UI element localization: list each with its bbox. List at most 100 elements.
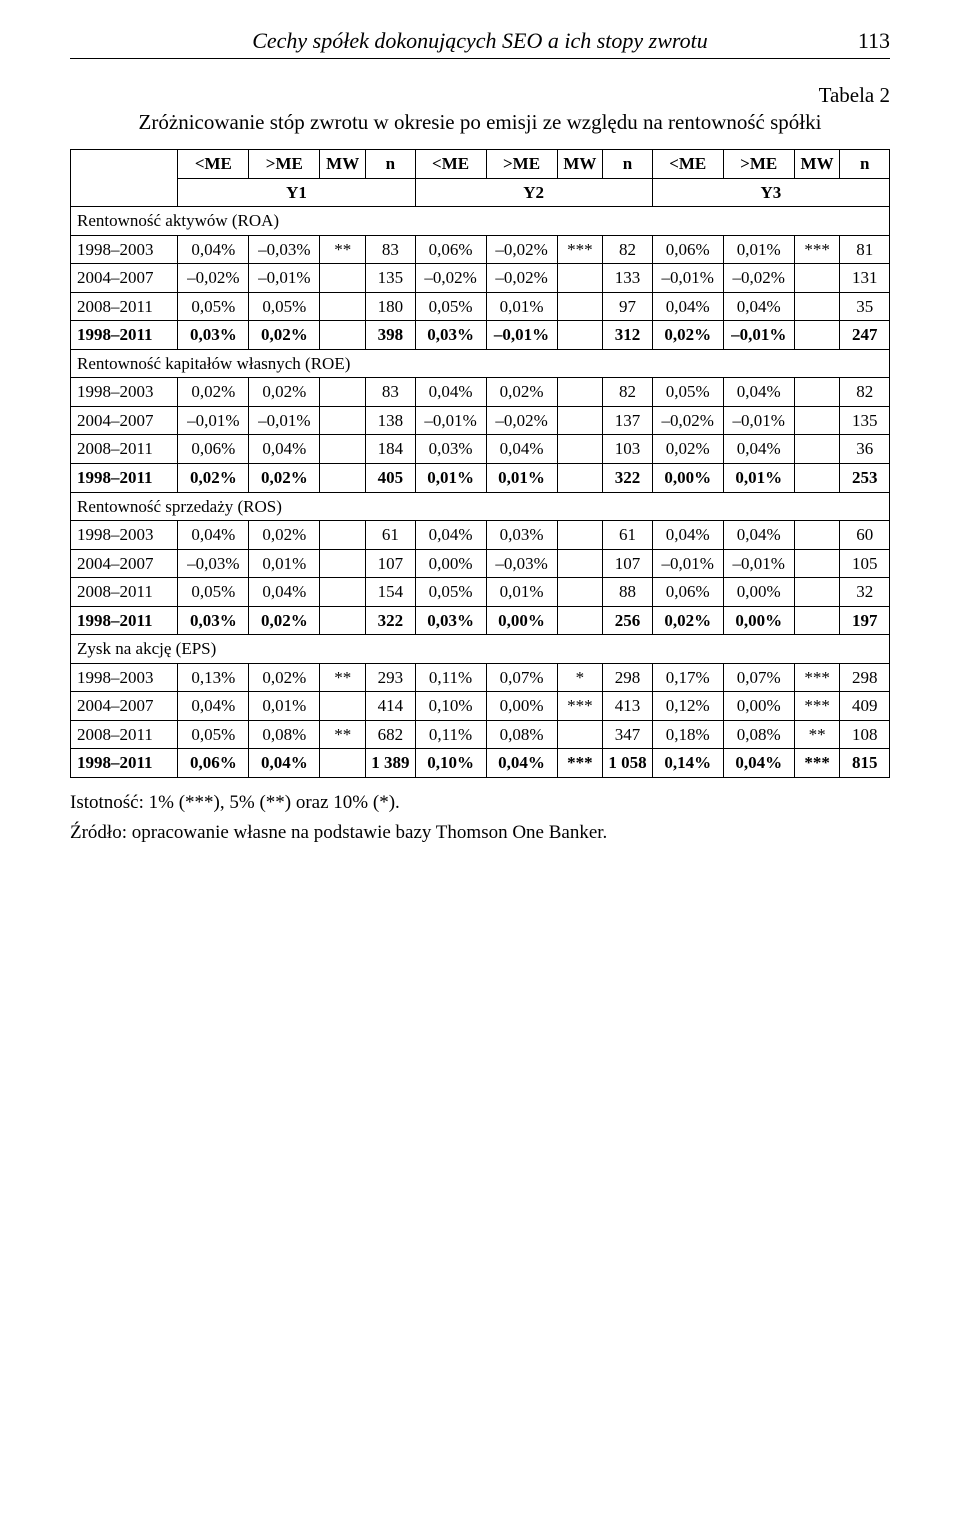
cell-gt3: 0,00% <box>723 578 794 607</box>
cell-gt2: 0,08% <box>486 720 557 749</box>
cell-n1: 180 <box>366 292 416 321</box>
cell-gt2: 0,02% <box>486 378 557 407</box>
cell-gt1: 0,02% <box>249 321 320 350</box>
table-row: 2008–20110,05%0,04%1540,05%0,01%880,06%0… <box>71 578 890 607</box>
cell-mw2: * <box>557 663 603 692</box>
table-row: 2004–20070,04%0,01%4140,10%0,00%***4130,… <box>71 692 890 721</box>
cell-gt1: –0,03% <box>249 235 320 264</box>
cell-gt3: –0,01% <box>723 321 794 350</box>
cell-lt2: 0,04% <box>415 378 486 407</box>
table-row: 1998–20110,06%0,04%1 3890,10%0,04%***1 0… <box>71 749 890 778</box>
cell-gt1: 0,02% <box>249 606 320 635</box>
cell-lt1: 0,04% <box>178 235 249 264</box>
cell-lt3: 0,02% <box>652 321 723 350</box>
cell-lt1: 0,02% <box>178 464 249 493</box>
cell-mw2: *** <box>557 235 603 264</box>
cell-gt1: 0,04% <box>249 578 320 607</box>
table-title: Zróżnicowanie stóp zwrotu w okresie po e… <box>70 110 890 135</box>
significance-footnote: Istotność: 1% (***), 5% (**) oraz 10% (*… <box>70 792 890 814</box>
table-row: 1998–20030,04%–0,03%**830,06%–0,02%***82… <box>71 235 890 264</box>
cell-gt3: 0,00% <box>723 692 794 721</box>
cell-mw3 <box>794 292 840 321</box>
section-title: Zysk na akcję (EPS) <box>71 635 890 664</box>
cell-lt3: 0,04% <box>652 521 723 550</box>
cell-gt1: 0,04% <box>249 435 320 464</box>
cell-gt1: 0,01% <box>249 549 320 578</box>
cell-mw1 <box>320 292 366 321</box>
cell-mw2: *** <box>557 692 603 721</box>
cell-mw1: ** <box>320 663 366 692</box>
cell-lt1: –0,02% <box>178 264 249 293</box>
cell-period: 1998–2003 <box>71 663 178 692</box>
table-row: 2004–2007–0,01%–0,01%138–0,01%–0,02%137–… <box>71 406 890 435</box>
col-y3: Y3 <box>652 178 889 207</box>
cell-gt3: 0,04% <box>723 292 794 321</box>
cell-lt3: 0,06% <box>652 235 723 264</box>
cell-n1: 1 389 <box>366 749 416 778</box>
cell-gt2: –0,02% <box>486 406 557 435</box>
cell-gt3: 0,00% <box>723 606 794 635</box>
col-mw: MW <box>794 150 840 179</box>
cell-lt2: 0,04% <box>415 521 486 550</box>
cell-gt1: 0,04% <box>249 749 320 778</box>
table-row: 1998–20110,03%0,02%3980,03%–0,01%3120,02… <box>71 321 890 350</box>
cell-gt2: 0,04% <box>486 749 557 778</box>
cell-period: 1998–2003 <box>71 378 178 407</box>
cell-lt2: 0,00% <box>415 549 486 578</box>
cell-mw2 <box>557 521 603 550</box>
cell-n3: 32 <box>840 578 890 607</box>
cell-gt3: –0,01% <box>723 549 794 578</box>
section-title: Rentowność aktywów (ROA) <box>71 207 890 236</box>
cell-mw1 <box>320 321 366 350</box>
table-row: 1998–20030,13%0,02%**2930,11%0,07%*2980,… <box>71 663 890 692</box>
cell-mw2: *** <box>557 749 603 778</box>
table-row: 2004–2007–0,02%–0,01%135–0,02%–0,02%133–… <box>71 264 890 293</box>
cell-gt3: –0,01% <box>723 406 794 435</box>
cell-n1: 682 <box>366 720 416 749</box>
cell-mw2 <box>557 578 603 607</box>
cell-gt2: 0,01% <box>486 464 557 493</box>
table-row: 2008–20110,06%0,04%1840,03%0,04%1030,02%… <box>71 435 890 464</box>
cell-period: 1998–2011 <box>71 321 178 350</box>
cell-n1: 154 <box>366 578 416 607</box>
source-line: Źródło: opracowanie własne na podstawie … <box>70 822 890 844</box>
cell-n1: 83 <box>366 235 416 264</box>
col-period-blank <box>71 150 178 207</box>
cell-n2: 133 <box>603 264 653 293</box>
cell-gt3: 0,08% <box>723 720 794 749</box>
cell-mw3 <box>794 521 840 550</box>
cell-n1: 135 <box>366 264 416 293</box>
cell-mw3 <box>794 464 840 493</box>
cell-gt3: 0,04% <box>723 435 794 464</box>
cell-n2: 88 <box>603 578 653 607</box>
cell-n1: 414 <box>366 692 416 721</box>
cell-mw1 <box>320 435 366 464</box>
cell-period: 1998–2003 <box>71 521 178 550</box>
cell-lt2: 0,01% <box>415 464 486 493</box>
cell-gt3: 0,01% <box>723 464 794 493</box>
cell-gt3: 0,04% <box>723 378 794 407</box>
cell-lt1: 0,06% <box>178 435 249 464</box>
cell-n3: 36 <box>840 435 890 464</box>
header-rule <box>70 58 890 59</box>
cell-mw3 <box>794 378 840 407</box>
cell-period: 2004–2007 <box>71 264 178 293</box>
cell-gt2: –0,02% <box>486 235 557 264</box>
cell-lt2: 0,06% <box>415 235 486 264</box>
col-n: n <box>603 150 653 179</box>
cell-mw1 <box>320 549 366 578</box>
cell-mw1 <box>320 578 366 607</box>
cell-n3: 105 <box>840 549 890 578</box>
cell-lt3: 0,06% <box>652 578 723 607</box>
cell-gt2: 0,00% <box>486 692 557 721</box>
cell-period: 1998–2011 <box>71 464 178 493</box>
cell-lt2: –0,01% <box>415 406 486 435</box>
cell-gt1: 0,02% <box>249 663 320 692</box>
cell-lt3: 0,00% <box>652 464 723 493</box>
cell-gt1: –0,01% <box>249 406 320 435</box>
cell-mw2 <box>557 435 603 464</box>
cell-lt2: 0,05% <box>415 578 486 607</box>
page-number: 113 <box>858 28 890 54</box>
cell-lt3: –0,01% <box>652 264 723 293</box>
cell-mw3: *** <box>794 663 840 692</box>
